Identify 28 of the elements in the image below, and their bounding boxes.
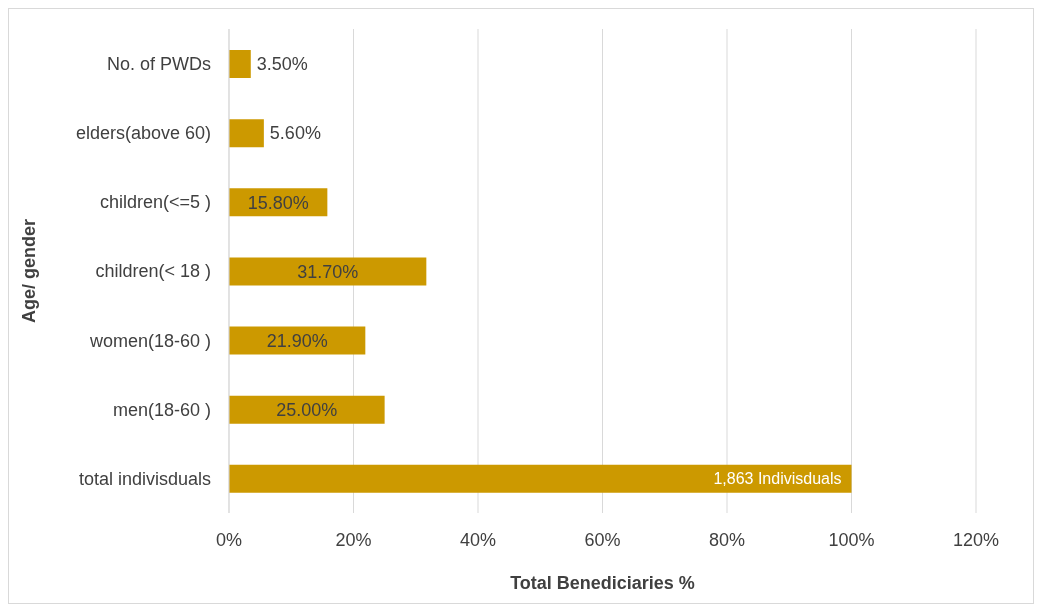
- y-tick-label: total indivisduals: [78, 468, 211, 489]
- y-tick-label: children(< 18 ): [95, 261, 211, 282]
- y-tick-label: children(<=5 ): [99, 192, 211, 213]
- bar: [229, 119, 264, 148]
- x-axis-title: Total Benediciaries %: [510, 573, 695, 593]
- data-label: 25.00%: [276, 400, 338, 421]
- data-label: 15.80%: [247, 192, 309, 213]
- x-tick-label: 80%: [708, 529, 746, 550]
- annotation: 1,863 Indivisduals: [713, 470, 842, 488]
- y-axis-title: Age/ gender: [19, 218, 40, 324]
- x-tick-label: 100%: [828, 529, 875, 550]
- bar: [229, 50, 251, 78]
- x-tick-label: 60%: [584, 529, 621, 550]
- x-tick-label: 40%: [459, 529, 497, 550]
- bar: [229, 257, 427, 286]
- data-label: 5.60%: [269, 123, 321, 144]
- x-tick-label: 120%: [952, 529, 1000, 550]
- x-tick-label: 20%: [335, 529, 372, 550]
- y-tick-label: elders(above 60): [75, 123, 211, 144]
- bar: [229, 395, 385, 424]
- data-label: 21.90%: [266, 330, 328, 351]
- data-label: 31.70%: [297, 261, 359, 282]
- data-label: 3.50%: [256, 54, 308, 75]
- y-tick-label: No. of PWDs: [106, 53, 211, 74]
- y-tick-label: women(18-60 ): [88, 330, 211, 351]
- y-tick-label: men(18-60 ): [112, 399, 211, 420]
- x-tick-label: 0%: [215, 529, 243, 550]
- bar: [229, 464, 852, 493]
